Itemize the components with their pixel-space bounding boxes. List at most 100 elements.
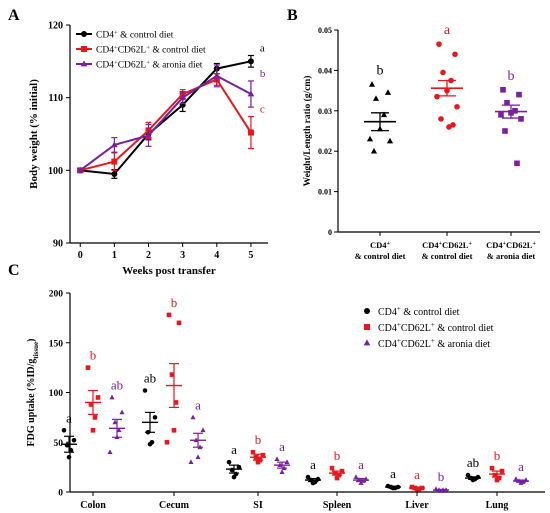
data-point <box>112 419 118 425</box>
series-line <box>79 74 252 172</box>
data-point <box>61 428 67 433</box>
data-point <box>92 415 98 420</box>
data-point <box>200 427 206 433</box>
y-tick-label: 100 <box>48 166 63 177</box>
significance-letter: a <box>390 466 396 481</box>
data-point <box>465 472 471 478</box>
data-point <box>145 131 152 138</box>
data-point <box>440 69 446 76</box>
data-point <box>380 111 388 118</box>
legend-entry: CD4+ & control diet <box>378 305 460 318</box>
x-tick-label: 2 <box>146 250 151 261</box>
data-point <box>366 135 374 142</box>
significance-letter: b <box>255 432 262 447</box>
x-tick-label: & control diet <box>422 251 473 261</box>
data-point <box>368 81 376 87</box>
y-tick-label: 0.01 <box>318 188 332 197</box>
data-point <box>386 137 394 144</box>
data-point <box>372 95 380 101</box>
legend-marker <box>80 60 88 67</box>
data-point <box>502 128 508 134</box>
legend-entry: CD4+CD62L+ & aronia diet <box>378 337 490 350</box>
significance-letter: a <box>414 467 420 482</box>
significance-letter: a <box>279 439 285 454</box>
y-tick-label: 0 <box>328 228 332 237</box>
data-point <box>247 129 254 136</box>
data-point <box>111 170 118 177</box>
data-point <box>179 94 186 101</box>
significance-letter: b <box>334 448 341 463</box>
data-point <box>71 437 77 443</box>
significance-letter: a <box>66 410 72 425</box>
legend-entry: CD4+CD62L+ & aronia diet <box>96 59 203 71</box>
data-point <box>512 108 518 114</box>
data-point <box>95 395 101 400</box>
data-point <box>176 320 182 326</box>
data-point <box>111 158 118 165</box>
data-point <box>226 459 232 465</box>
y-tick-label: 0.04 <box>318 66 332 75</box>
data-point <box>119 409 125 415</box>
data-point <box>236 464 242 470</box>
significance-letter: a <box>231 442 237 457</box>
data-point <box>88 402 94 407</box>
x-tick-label: 4 <box>214 250 219 261</box>
legend-entry: CD4+ & control diet <box>96 29 174 41</box>
legend-marker <box>81 46 87 52</box>
data-point <box>195 454 201 460</box>
data-point <box>247 90 255 97</box>
significance-letter: c <box>260 104 265 116</box>
data-point <box>90 428 96 433</box>
significance-letter: a <box>444 23 451 38</box>
significance-letter: b <box>377 64 384 79</box>
significance-letter: b <box>90 348 97 363</box>
data-point <box>171 428 177 433</box>
series-line <box>79 78 252 172</box>
data-point <box>66 454 72 460</box>
data-point <box>85 365 91 370</box>
y-tick-label: 0 <box>58 489 63 499</box>
panel-c: C 0 50 100 150 200 FDG uptake (%ID/gtissue) Col… <box>8 262 545 511</box>
significance-letter: b <box>494 448 501 463</box>
legend-marker <box>364 324 370 330</box>
legend-marker <box>363 339 371 346</box>
x-tick-label: Lung <box>486 500 509 511</box>
x-tick-label: Liver <box>405 500 429 511</box>
data-point <box>452 51 458 58</box>
significance-letter: a <box>310 457 316 472</box>
data-point <box>260 452 266 458</box>
x-tick-label: CD4+CD62L+ <box>486 240 536 250</box>
significance-letter: a <box>260 43 265 55</box>
x-tick-label: 0 <box>78 250 83 261</box>
data-point <box>279 469 285 474</box>
y-tick-label: 200 <box>49 290 64 300</box>
y-tick-label: 0.03 <box>318 107 332 116</box>
legend-marker <box>81 31 87 37</box>
panel-b: B 0 0.01 0.02 0.03 0.04 0.05 Weight/Length rati… <box>287 7 540 261</box>
significance-letter: ab <box>467 455 479 470</box>
data-point <box>370 147 378 154</box>
y-axis-label: Body weight (% initial) <box>28 79 40 189</box>
x-tick-label: SI <box>253 500 263 511</box>
data-point <box>190 414 196 420</box>
legend-entry: CD4+CD62L+ & control diet <box>96 44 206 56</box>
data-point <box>504 99 510 106</box>
y-axis-label: FDG uptake (%ID/gtissue) <box>26 339 40 447</box>
x-tick-label: Spleen <box>323 500 352 511</box>
significance-letter: a <box>195 397 201 412</box>
y-tick-label: 50 <box>54 439 64 449</box>
data-point <box>384 89 392 95</box>
y-tick-label: 100 <box>49 389 64 399</box>
data-point <box>213 72 221 79</box>
data-point <box>516 91 522 98</box>
y-tick-label: 120 <box>48 21 63 32</box>
y-tick-label: 110 <box>49 93 63 104</box>
data-point <box>109 394 115 400</box>
legend-entry: CD4+CD62L+ & control diet <box>378 321 494 334</box>
x-tick-label: CD4+ <box>370 240 391 250</box>
data-point <box>116 427 122 433</box>
data-point <box>76 166 84 173</box>
data-point <box>107 449 113 455</box>
significance-letter: b <box>438 469 445 484</box>
